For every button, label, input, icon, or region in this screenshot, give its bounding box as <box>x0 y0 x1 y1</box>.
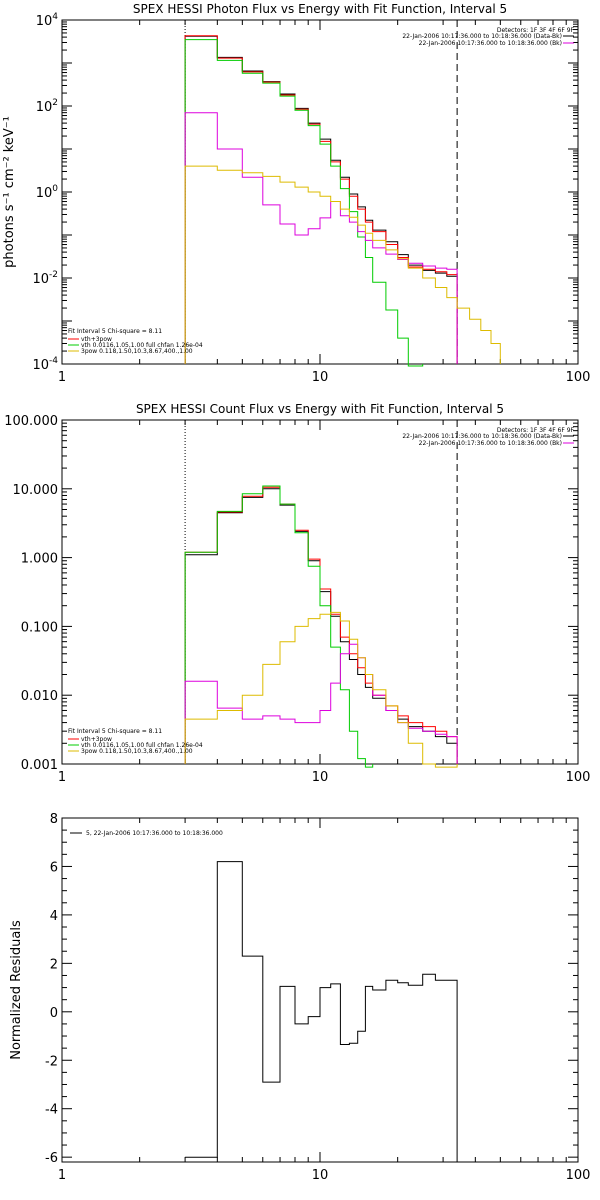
residuals-y-tick-labels: -6 -4 -2 0 2 4 6 8 <box>45 812 58 1166</box>
count-flux-fit-legend: Fit Interval 5 Chi-square = 8.11 vth+3po… <box>68 728 203 755</box>
fit-vth-line: vth 0.0116,1.05,1.00 full chfan 1.26e-04 <box>81 342 203 349</box>
data-minus-bk-series <box>184 35 458 364</box>
x-tick-label: 1 <box>58 770 66 785</box>
fit-total-series <box>184 486 458 764</box>
residuals-legend-label: 5, 22-Jan-2006 10:17:36.000 to 10:18:36.… <box>86 830 223 837</box>
y-tick-label: -4 <box>45 1103 58 1118</box>
data-bk-line: 22-Jan-2006 10:17:36.000 to 10:18:36.000… <box>402 33 562 40</box>
x-tick-label: 1 <box>58 1168 66 1183</box>
x-tick-label: 1 <box>58 370 66 385</box>
x-tick-label: 10 <box>312 370 329 385</box>
fit-vth-line: vth 0.0116,1.05,1.00 full chfan 1.26e-04 <box>81 742 203 749</box>
fit-3pow-line: 3pow 0.118,1.50,10.3,8.67,400.,1.00 <box>81 348 193 355</box>
photon-flux-fit-legend: Fit Interval 5 Chi-square = 8.11 vth+3po… <box>68 328 203 355</box>
x-tick-label: 100 <box>566 770 591 785</box>
photon-flux-panel: SPEX HESSI Photon Flux vs Energy with Fi… <box>2 2 590 385</box>
bk-line: 22-Jan-2006 10:17:36.000 to 10:18:36.000… <box>419 440 562 447</box>
fit-vth-series <box>184 39 424 367</box>
y-tick-label: 10-4 <box>32 356 58 373</box>
y-tick-label: 102 <box>36 98 58 115</box>
y-tick-label: 0 <box>50 1006 58 1021</box>
y-tick-label: 104 <box>36 12 59 29</box>
y-tick-label: 10.000 <box>13 483 59 498</box>
y-tick-label: 0.100 <box>21 620 58 635</box>
count-flux-title: SPEX HESSI Count Flux vs Energy with Fit… <box>136 402 504 416</box>
fit-vth-series <box>184 485 374 768</box>
detectors-line: Detectors: 1F 3F 4F 6F 9F <box>497 27 575 34</box>
fit-total-series <box>184 35 458 364</box>
y-tick-label: 4 <box>50 909 58 924</box>
count-flux-header: Detectors: 1F 3F 4F 6F 9F 22-Jan-2006 10… <box>402 427 574 447</box>
photon-flux-title: SPEX HESSI Photon Flux vs Energy with Fi… <box>133 2 507 16</box>
residuals-series-line <box>185 861 458 1162</box>
count-flux-ticks <box>62 420 578 764</box>
y-tick-label: 2 <box>50 957 58 972</box>
fit-total-line: vth+3pow <box>81 736 112 743</box>
x-tick-label: 10 <box>312 1168 329 1183</box>
y-tick-label: -6 <box>45 1151 58 1166</box>
background-series <box>184 112 458 364</box>
photon-flux-series <box>184 35 501 367</box>
count-flux-x-tick-labels: 1 10 100 <box>58 770 591 785</box>
y-tick-label: 8 <box>50 812 58 827</box>
fit-interval-line: Fit Interval 5 Chi-square = 8.11 <box>68 728 162 735</box>
y-tick-label: 1.000 <box>21 552 58 567</box>
count-flux-series <box>184 485 458 768</box>
residuals-x-tick-labels: 1 10 100 <box>58 1168 591 1183</box>
residuals-series <box>185 861 458 1162</box>
fit-total-line: vth+3pow <box>81 336 112 343</box>
photon-flux-x-tick-labels: 1 10 100 <box>58 370 591 385</box>
photon-flux-energy-bounds <box>184 20 458 364</box>
photon-flux-ticks <box>62 20 578 364</box>
y-tick-label: -2 <box>45 1054 58 1069</box>
fit-interval-line: Fit Interval 5 Chi-square = 8.11 <box>68 328 162 335</box>
fit-3pow-series <box>184 165 501 364</box>
y-tick-label: 6 <box>50 860 58 875</box>
fit-3pow-series <box>184 611 458 768</box>
residuals-legend: 5, 22-Jan-2006 10:17:36.000 to 10:18:36.… <box>70 830 223 837</box>
x-tick-label: 100 <box>566 370 591 385</box>
y-tick-label: 0.001 <box>21 758 58 773</box>
count-flux-y-tick-labels: 0.001 0.010 0.100 1.000 10.000 100.000 <box>4 414 58 773</box>
photon-flux-y-axis-label: photons s⁻¹ cm⁻² keV⁻¹ <box>2 116 17 268</box>
y-tick-label: 0.010 <box>21 689 58 704</box>
photon-flux-y-tick-labels: 10-4 10-2 100 102 104 <box>32 12 58 373</box>
y-tick-label: 100.000 <box>4 414 58 429</box>
x-tick-label: 10 <box>312 770 329 785</box>
y-tick-label: 100 <box>36 184 59 201</box>
residuals-ticks <box>62 817 578 1162</box>
data-bk-line: 22-Jan-2006 10:17:36.000 to 10:18:36.000… <box>402 433 562 440</box>
x-tick-label: 100 <box>566 1168 591 1183</box>
residuals-y-axis-label: Normalized Residuals <box>9 920 24 1060</box>
background-series <box>184 643 458 764</box>
detectors-line: Detectors: 1F 3F 4F 6F 9F <box>497 427 575 434</box>
y-tick-label: 10-2 <box>32 270 58 287</box>
fit-3pow-line: 3pow 0.118,1.50,10.3,8.67,400.,1.00 <box>81 748 193 755</box>
count-flux-panel: SPEX HESSI Count Flux vs Energy with Fit… <box>4 402 590 785</box>
bk-line: 22-Jan-2006 10:17:36.000 to 10:18:36.000… <box>419 40 562 47</box>
photon-flux-header: Detectors: 1F 3F 4F 6F 9F 22-Jan-2006 10… <box>402 27 574 47</box>
